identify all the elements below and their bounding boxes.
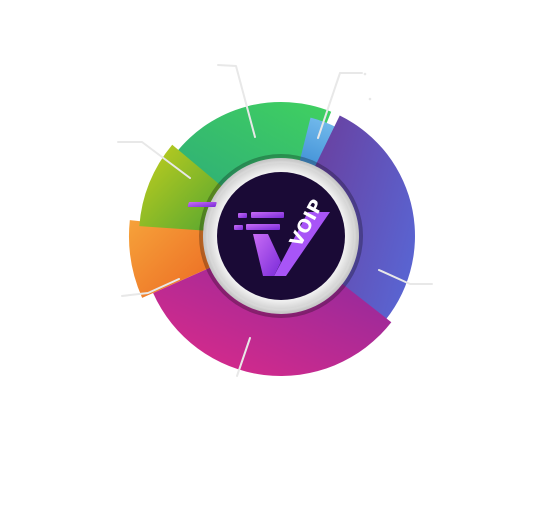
segment-blue-purple [315, 115, 415, 326]
leader-line-lime [117, 141, 191, 179]
segment-magenta [153, 267, 392, 376]
leader-line-orange [121, 278, 180, 297]
v-mark-right [274, 212, 330, 276]
speed-line [246, 224, 280, 230]
leader-dot [368, 97, 372, 101]
logo-disc [217, 172, 345, 300]
segment-green [175, 102, 332, 188]
speed-line [238, 213, 247, 218]
leader-line-light-blue [317, 72, 363, 139]
speed-line [187, 202, 217, 207]
v-mark-left [253, 234, 281, 276]
leader-lines [117, 64, 433, 377]
leader-line-green [217, 64, 256, 138]
speed-line [251, 212, 284, 218]
leader-line-magenta [236, 337, 251, 377]
voip-logo: VOIP [187, 172, 345, 300]
segment-lime [139, 144, 222, 231]
inner-glow-ring [206, 161, 356, 311]
segment-orange [128, 220, 210, 298]
donut-segments [128, 102, 415, 376]
leader-dot [363, 72, 367, 76]
speed-line [234, 225, 243, 230]
leader-line-blue-purple [378, 269, 433, 285]
segment-light-blue [299, 117, 339, 168]
